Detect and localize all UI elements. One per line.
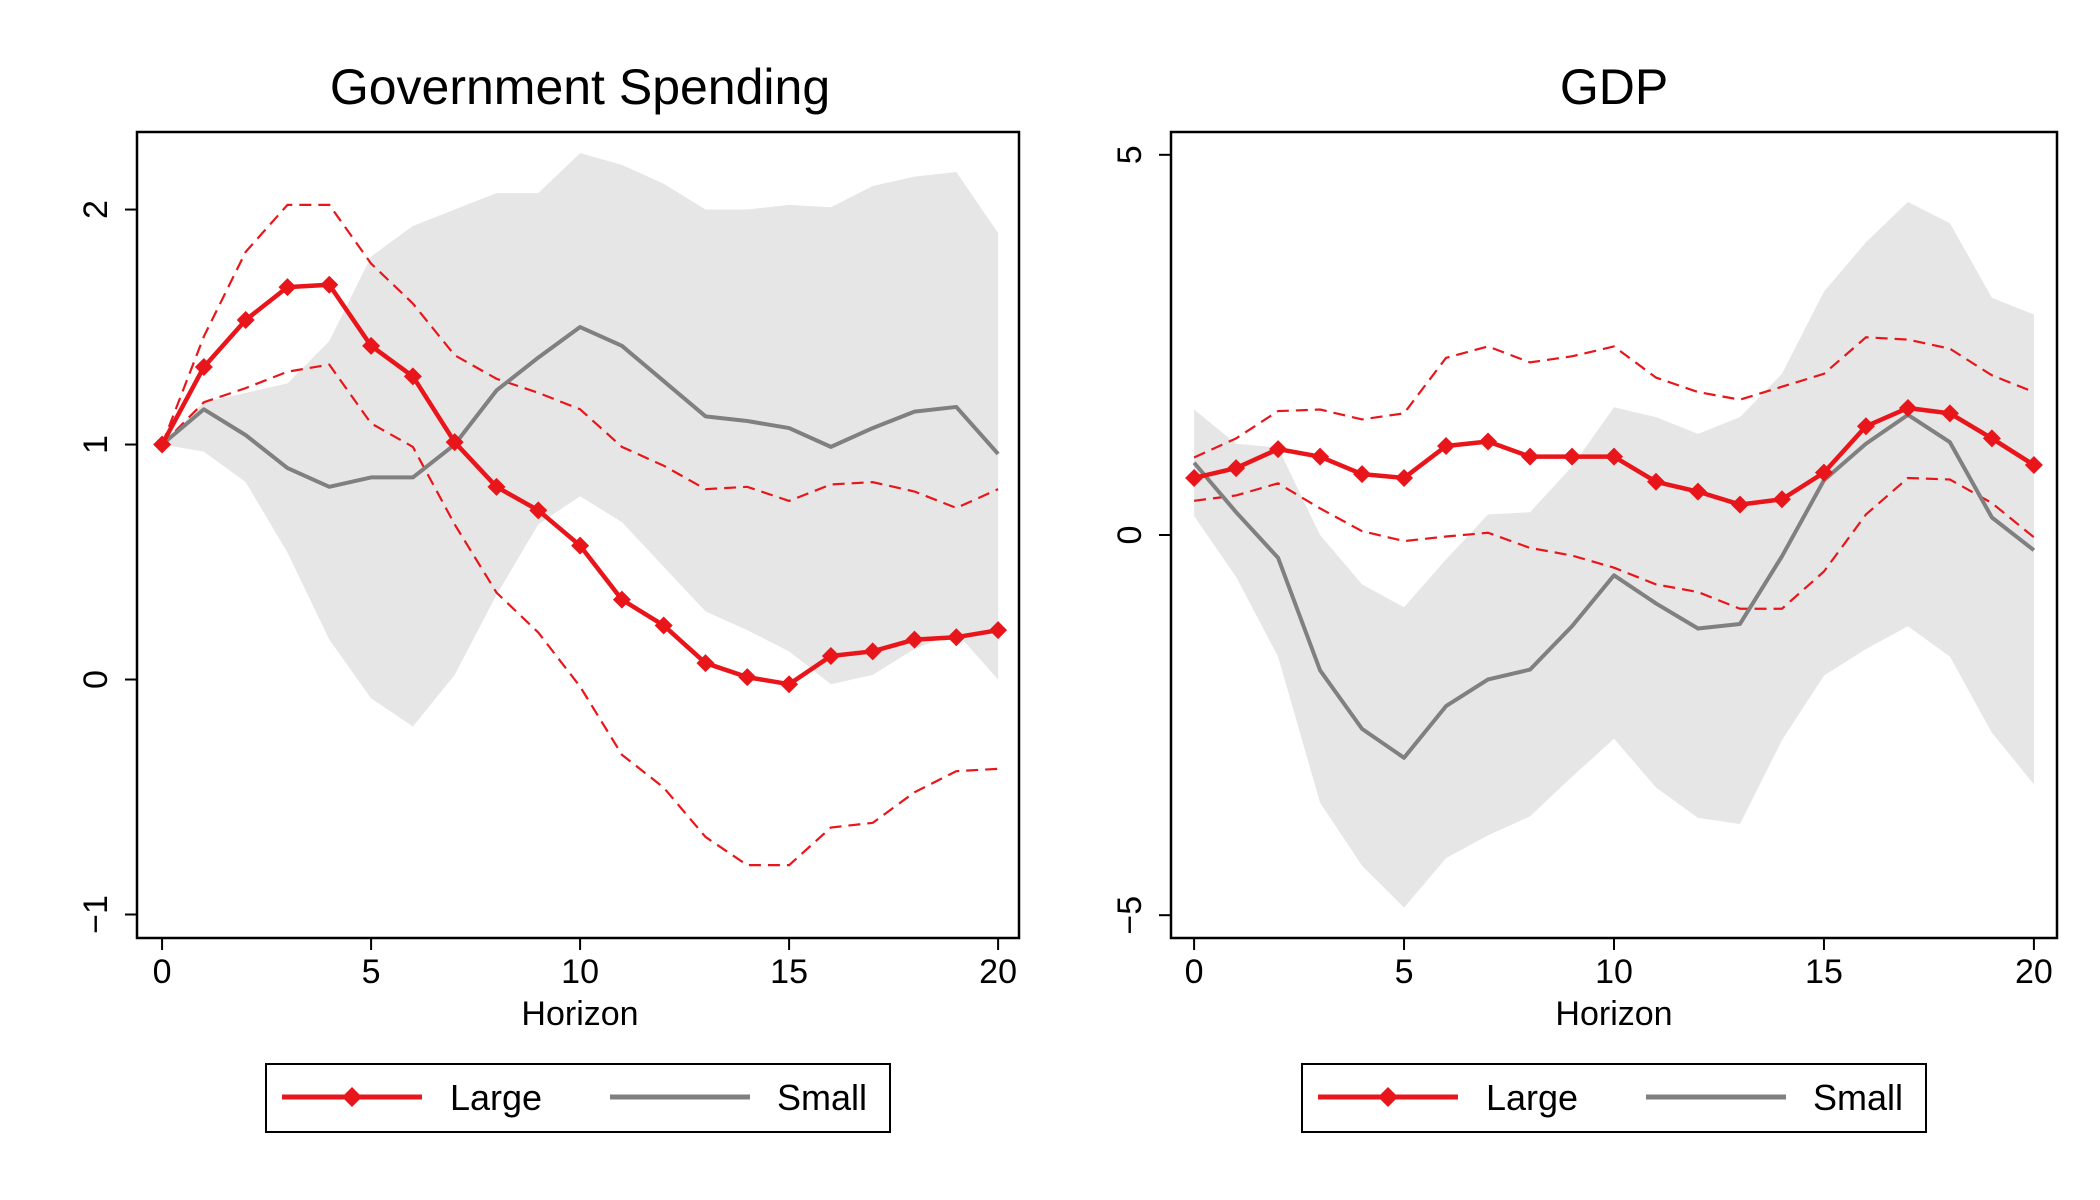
x-tick-label: 5 xyxy=(1395,953,1414,991)
large-point-marker xyxy=(1982,429,2001,448)
large-point-marker xyxy=(1688,482,1707,501)
x-tick-label: 20 xyxy=(979,953,1017,991)
y-tick-label: −5 xyxy=(1111,896,1149,935)
large-point-marker xyxy=(863,642,882,661)
legend-box xyxy=(265,1063,891,1133)
chart-title: Government Spending xyxy=(330,59,830,115)
legend: Large Small xyxy=(265,1063,891,1133)
x-tick-label: 15 xyxy=(1805,953,1843,991)
large-point-marker xyxy=(1353,465,1372,484)
plot-lines xyxy=(1185,336,2043,760)
chart-title: GDP xyxy=(1560,59,1668,115)
large-point-marker xyxy=(1395,468,1414,487)
panel-gdp: GDP 0 5 10 15 20 −5 0 5 Horizon Large Small xyxy=(1111,59,2059,1133)
legend-small-label: Small xyxy=(1813,1077,1903,1118)
legend-large-marker xyxy=(1378,1087,1398,1107)
y-axis-ticks: −1 0 1 2 xyxy=(77,200,137,934)
x-tick-label: 10 xyxy=(561,953,599,991)
large-point-marker xyxy=(2024,456,2043,475)
large-lower-bound xyxy=(161,363,999,867)
large-point-marker xyxy=(1772,490,1791,509)
large-point-marker xyxy=(362,336,381,355)
large-point-marker xyxy=(821,647,840,666)
legend: Large Small xyxy=(1301,1063,1927,1133)
large-upper-bound xyxy=(161,203,999,510)
large-point-marker xyxy=(1269,440,1288,459)
x-axis-ticks: 0 5 10 15 20 xyxy=(153,938,1017,991)
x-tick-label: 0 xyxy=(1185,953,1204,991)
large-point-marker xyxy=(1940,404,1959,423)
large-point-marker xyxy=(696,654,715,673)
large-point-marker xyxy=(1646,472,1665,491)
y-tick-label: 1 xyxy=(77,435,115,454)
y-tick-label: 2 xyxy=(77,200,115,219)
legend-large-marker xyxy=(342,1087,362,1107)
x-tick-label: 20 xyxy=(2015,953,2053,991)
large-point-marker xyxy=(445,433,464,452)
legend-large-label: Large xyxy=(450,1077,542,1118)
large-point-marker xyxy=(738,668,757,687)
large-point-marker xyxy=(236,310,255,329)
large-point-marker xyxy=(989,621,1008,640)
large-point-marker xyxy=(905,630,924,649)
small-confidence-band xyxy=(162,153,999,727)
large-point-marker xyxy=(780,675,799,694)
large-point-marker xyxy=(571,536,590,555)
large-point-marker xyxy=(1227,459,1246,478)
large-point-marker xyxy=(1898,399,1917,418)
large-point-marker xyxy=(947,628,966,647)
large-point-marker xyxy=(1185,468,1204,487)
large-upper-bound xyxy=(1193,336,2035,459)
y-tick-label: 5 xyxy=(1111,145,1149,164)
x-axis-label: Horizon xyxy=(521,995,638,1033)
large-point-marker xyxy=(1479,432,1498,451)
legend-large-label: Large xyxy=(1486,1077,1578,1118)
large-point-marker xyxy=(487,477,506,496)
y-tick-label: 0 xyxy=(77,670,115,689)
large-point-marker xyxy=(529,501,548,520)
small-series-line xyxy=(160,325,1000,489)
legend-small-label: Small xyxy=(777,1077,867,1118)
y-tick-label: −1 xyxy=(77,895,115,934)
large-point-marker xyxy=(153,435,172,454)
large-point-marker xyxy=(1814,463,1833,482)
large-point-marker xyxy=(1605,447,1623,466)
large-point-marker xyxy=(403,367,422,386)
small-series-line xyxy=(1192,412,2036,760)
large-point-marker xyxy=(320,275,339,294)
large-point-marker xyxy=(1730,495,1749,514)
large-point-marker xyxy=(1311,447,1330,466)
large-point-marker xyxy=(1437,437,1456,456)
large-point-marker xyxy=(1521,447,1540,466)
y-axis-ticks: −5 0 5 xyxy=(1111,145,1171,935)
large-lower-bound xyxy=(1193,476,2035,610)
large-point-marker xyxy=(612,590,631,609)
large-point-marker xyxy=(278,278,297,297)
x-axis-label: Horizon xyxy=(1555,995,1672,1033)
y-tick-label: 0 xyxy=(1111,526,1149,545)
x-axis-ticks: 0 5 10 15 20 xyxy=(1185,938,2053,991)
x-tick-label: 10 xyxy=(1595,953,1633,991)
large-point-marker xyxy=(194,357,213,376)
x-tick-label: 5 xyxy=(362,953,381,991)
panel-government-spending: Government Spending 0 5 10 15 20 −1 0 1 2 Horiz… xyxy=(77,59,1021,1133)
large-point-marker xyxy=(1563,447,1582,466)
small-band-area xyxy=(1194,201,2034,908)
small-confidence-band xyxy=(1194,201,2034,908)
x-tick-label: 15 xyxy=(770,953,808,991)
x-tick-label: 0 xyxy=(153,953,172,991)
plot-frame xyxy=(135,130,1021,940)
small-band-area xyxy=(162,153,999,727)
large-point-marker xyxy=(654,616,673,635)
large-point-marker xyxy=(1856,417,1875,436)
plot-lines xyxy=(153,203,1008,867)
